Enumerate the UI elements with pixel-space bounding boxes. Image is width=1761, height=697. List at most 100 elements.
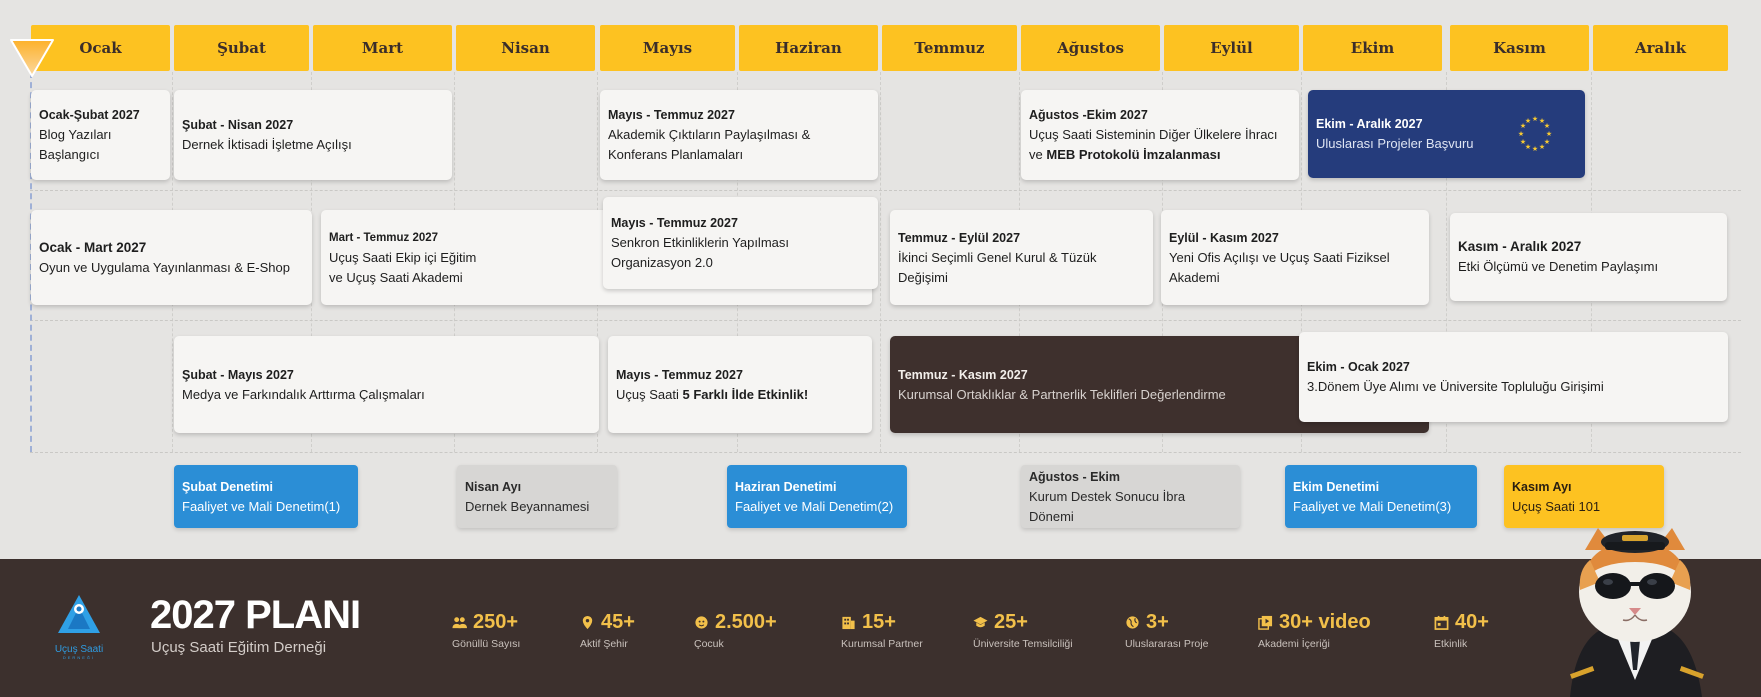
month-header-nisan: Nisan xyxy=(456,25,595,71)
row-divider xyxy=(30,190,1741,191)
audit-card-haziran: Haziran Denetimi Faaliyet ve Mali Deneti… xyxy=(727,465,907,528)
row-divider xyxy=(30,452,1741,453)
svg-text:★: ★ xyxy=(1532,145,1538,153)
logo: Uçuş Saati DERNEĞİ xyxy=(54,593,104,660)
stat-value: 2.500+ xyxy=(715,611,777,633)
card-title: Mayıs - Temmuz 2027 xyxy=(616,367,743,382)
logo-text: Uçuş Saati xyxy=(54,644,104,655)
audit-card-nisan: Nisan Ayı Dernek Beyannamesi xyxy=(457,465,617,528)
stat-value: 15+ xyxy=(862,611,896,633)
people-icon xyxy=(452,617,467,629)
svg-text:★: ★ xyxy=(1539,143,1545,151)
stat-universities: 25+ Üniversite Temsilciliği xyxy=(973,611,1073,650)
month-label: Mayıs xyxy=(642,39,693,57)
card-title: Kasım Ayı xyxy=(1512,479,1572,494)
month-label: Kasım xyxy=(1493,39,1546,57)
card-description: Kurumsal Ortaklıklar & Partnerlik Teklif… xyxy=(898,386,1226,402)
stat-children: 2.500+ Çocuk xyxy=(694,611,777,650)
month-label: Haziran xyxy=(775,39,842,57)
building-icon xyxy=(842,616,855,630)
month-label: Mart xyxy=(361,39,404,57)
card-title: Şubat - Nisan 2027 xyxy=(182,118,294,132)
child-face-icon xyxy=(695,616,708,629)
card-title: Nisan Ayı xyxy=(465,479,522,494)
row-divider xyxy=(30,320,1741,321)
month-header-eylul: Eylül xyxy=(1164,25,1299,71)
card-title: Şubat Denetimi xyxy=(182,479,273,494)
svg-text:★: ★ xyxy=(1525,143,1531,151)
stat-label: Gönüllü Sayısı xyxy=(452,638,521,650)
card-description: Oyun ve Uygulama Yayınlanması & E-Shop xyxy=(39,259,290,275)
card-title: Ekim - Aralık 2027 xyxy=(1316,117,1423,131)
card-description: Uçuş Saati Sisteminin Diğer Ülkelere İhr… xyxy=(1029,125,1291,165)
card-title: Temmuz - Eylül 2027 xyxy=(898,230,1021,245)
stat-international: 3+ Uluslararası Proje xyxy=(1125,611,1208,650)
card-description: 3.Dönem Üye Alımı ve Üniversite Topluluğ… xyxy=(1307,379,1604,394)
card-description: Uçuş Saati Ekip içi Eğitim ve Uçuş Saati… xyxy=(329,249,477,285)
card-description: Dernek Beyannamesi xyxy=(465,498,590,514)
card-title: Haziran Denetimi xyxy=(735,479,837,494)
month-label: Ocak xyxy=(79,39,122,57)
svg-text:★: ★ xyxy=(1520,138,1526,146)
stat-cities: 45+ Aktif Şehir xyxy=(580,611,635,650)
stat-partners: 15+ Kurumsal Partner xyxy=(841,611,923,650)
card-title: Ağustos - Ekim xyxy=(1029,469,1120,484)
card-title: Mayıs - Temmuz 2027 xyxy=(611,216,738,230)
stat-value: 250+ xyxy=(473,611,519,633)
card-description-bold: 5 Farklı İlde Etkinlik! xyxy=(682,386,809,402)
stat-label: Akademi İçeriği xyxy=(1258,638,1330,650)
month-header-mayis: Mayıs xyxy=(600,25,735,71)
plan-title: 2027 PLANI xyxy=(150,593,361,637)
month-divider xyxy=(1446,72,1447,452)
plan-card-akademik: Mayıs - Temmuz 2027 Akademik Çıktıların … xyxy=(600,90,878,180)
plan-card-yeni-ofis: Eylül - Kasım 2027 Yeni Ofis Açılışı ve … xyxy=(1161,210,1429,305)
svg-text:★: ★ xyxy=(1544,122,1550,130)
card-description-text: Uçuş Saati Sisteminin Diğer Ülkelere İhr… xyxy=(1029,127,1278,162)
plan-subtitle: Uçuş Saati Eğitim Derneği xyxy=(151,639,327,656)
plan-card-blog: Ocak-Şubat 2027 Blog Yazıları Başlangıcı xyxy=(31,90,170,180)
month-header-temmuz: Temmuz xyxy=(882,25,1017,71)
plan-card-senkron-etkinlik: Mayıs - Temmuz 2027 Senkron Etkinlikleri… xyxy=(603,197,878,289)
card-title: Eylül - Kasım 2027 xyxy=(1169,230,1279,245)
plan-card-etki-olcumu: Kasım - Aralık 2027 Etki Ölçümü ve Denet… xyxy=(1450,213,1727,301)
card-description: Uçuş Saati 101 xyxy=(1512,498,1601,514)
month-label: Şubat xyxy=(217,39,266,57)
stat-label: Kurumsal Partner xyxy=(841,638,923,650)
footer-bar: Uçuş Saati DERNEĞİ 2027 PLANI Uçuş Saati… xyxy=(0,559,1761,697)
stat-label: Çocuk xyxy=(694,638,724,650)
month-label: Temmuz xyxy=(914,39,985,57)
svg-text:★: ★ xyxy=(1546,130,1552,138)
card-title: Şubat - Mayıs 2027 xyxy=(182,367,294,382)
month-header-mart: Mart xyxy=(313,25,452,71)
card-description: Dernek İktisadi İşletme Açılışı xyxy=(182,137,352,152)
month-header-ekim: Ekim xyxy=(1303,25,1442,71)
card-title: Kasım - Aralık 2027 xyxy=(1458,239,1582,254)
stat-label: Etkinlik xyxy=(1434,638,1468,650)
logo-subtext: DERNEĞİ xyxy=(62,655,96,660)
card-description: İkinci Seçimli Genel Kurul & Tüzük Değiş… xyxy=(898,249,1097,285)
globe-icon xyxy=(1126,616,1139,629)
stat-academy-videos: 30+ video Akademi İçeriği xyxy=(1258,611,1371,650)
card-title: Ekim Denetimi xyxy=(1293,479,1380,494)
stat-volunteers: 250+ Gönüllü Sayısı xyxy=(452,611,520,650)
current-month-marker-icon xyxy=(10,39,54,77)
plan-card-uye-alimi: Ekim - Ocak 2027 3.Dönem Üye Alımı ve Ün… xyxy=(1299,332,1728,422)
plan-card-5-ilde-etkinlik: Mayıs - Temmuz 2027 Uçuş Saati 5 Farklı … xyxy=(608,336,872,433)
card-title: Temmuz - Kasım 2027 xyxy=(898,367,1028,382)
card-title: Ekim - Ocak 2027 xyxy=(1307,360,1410,374)
card-title: Ocak - Mart 2027 xyxy=(39,239,147,255)
month-header-agustos: Ağustos xyxy=(1021,25,1160,71)
month-label: Ağustos xyxy=(1057,39,1124,57)
card-description: Blog Yazıları Başlangıcı xyxy=(39,127,112,162)
event-card-kasim: Kasım Ayı Uçuş Saati 101 xyxy=(1504,465,1664,528)
location-pin-icon xyxy=(582,615,593,630)
card-title: Mart - Temmuz 2027 xyxy=(329,231,439,244)
svg-text:★: ★ xyxy=(1525,117,1531,125)
card-description: Akademik Çıktıların Paylaşılması & Konfe… xyxy=(608,127,811,162)
card-description: Yeni Ofis Açılışı ve Uçuş Saati Fiziksel… xyxy=(1169,249,1390,285)
card-description: Kurum Destek Sonucu İbra Dönemi xyxy=(1029,488,1186,524)
stat-value: 45+ xyxy=(601,611,635,633)
audit-card-ekim: Ekim Denetimi Faaliyet ve Mali Denetim(3… xyxy=(1285,465,1477,528)
plan-card-iktisadi-isletme: Şubat - Nisan 2027 Dernek İktisadi İşlet… xyxy=(174,90,452,180)
audit-card-subat: Şubat Denetimi Faaliyet ve Mali Denetim(… xyxy=(174,465,358,528)
